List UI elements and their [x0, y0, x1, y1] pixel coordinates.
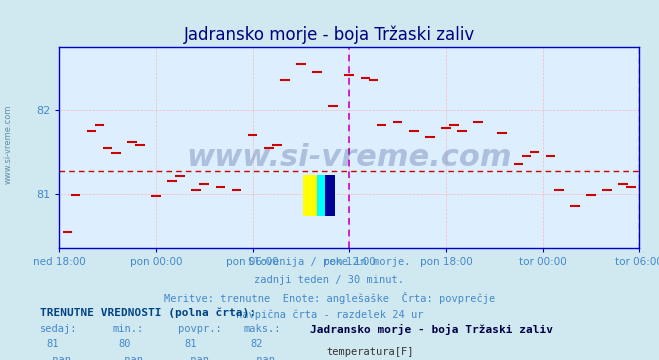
Text: Jadransko morje - boja Tržaski zaliv: Jadransko morje - boja Tržaski zaliv	[184, 25, 475, 44]
Polygon shape	[318, 175, 326, 216]
Text: -nan: -nan	[46, 355, 71, 360]
Text: Meritve: trenutne  Enote: anglešaške  Črta: povprečje: Meritve: trenutne Enote: anglešaške Črta…	[164, 292, 495, 304]
Text: zadnji teden / 30 minut.: zadnji teden / 30 minut.	[254, 275, 405, 285]
Text: www.si-vreme.com: www.si-vreme.com	[186, 143, 512, 172]
Text: -nan: -nan	[250, 355, 275, 360]
Text: navpična črta - razdelek 24 ur: navpična črta - razdelek 24 ur	[236, 309, 423, 320]
Text: -nan: -nan	[119, 355, 144, 360]
Text: 82: 82	[250, 339, 263, 349]
Text: povpr.:: povpr.:	[178, 324, 221, 334]
Polygon shape	[326, 175, 335, 216]
Text: sedaj:: sedaj:	[40, 324, 77, 334]
Text: 80: 80	[119, 339, 131, 349]
Polygon shape	[303, 175, 318, 216]
Text: maks.:: maks.:	[244, 324, 281, 334]
Text: TRENUTNE VREDNOSTI (polna črta):: TRENUTNE VREDNOSTI (polna črta):	[40, 308, 256, 318]
Text: min.:: min.:	[112, 324, 143, 334]
Text: temperatura[F]: temperatura[F]	[326, 347, 414, 357]
Text: -nan: -nan	[185, 355, 210, 360]
Text: 81: 81	[185, 339, 197, 349]
Text: www.si-vreme.com: www.si-vreme.com	[3, 104, 13, 184]
Text: Slovenija / reke in morje.: Slovenija / reke in morje.	[248, 257, 411, 267]
Text: Jadransko morje - boja Tržaski zaliv: Jadransko morje - boja Tržaski zaliv	[310, 324, 553, 335]
Text: 81: 81	[46, 339, 59, 349]
